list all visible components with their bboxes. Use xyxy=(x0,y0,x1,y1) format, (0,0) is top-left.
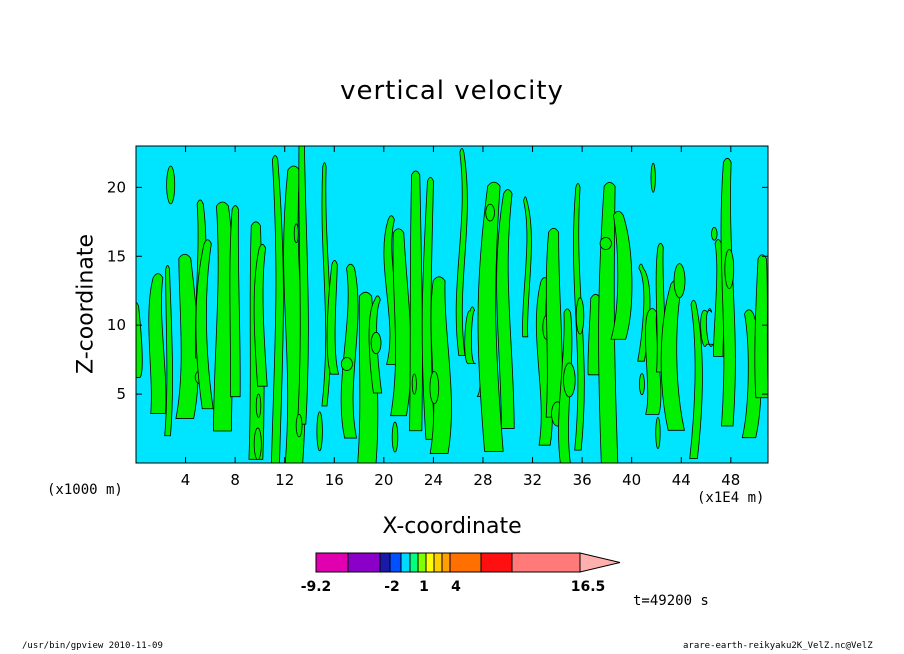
updraft-region xyxy=(253,243,268,387)
updraft-region xyxy=(229,205,241,398)
colorbar-label: -9.2 xyxy=(301,579,332,595)
colorbar-swatch xyxy=(433,552,443,573)
x-tick-label: 48 xyxy=(721,471,740,489)
updraft-blob xyxy=(599,237,612,250)
colorbar-swatch xyxy=(389,552,402,573)
y-tick-label: 10 xyxy=(107,316,126,334)
x-axis-label-text: X-coordinate xyxy=(382,514,522,539)
colorbar-swatch xyxy=(347,552,381,573)
updraft-blob xyxy=(650,162,656,193)
updraft-region xyxy=(326,260,340,375)
colorbar-swatch xyxy=(511,552,581,573)
y-tick-label: 5 xyxy=(116,385,126,403)
updraft-blob xyxy=(724,249,735,289)
y-axis-label: Z-coordinate xyxy=(73,234,99,374)
updraft-region xyxy=(477,181,504,452)
updraft-blob xyxy=(340,357,353,371)
colorbar-swatch xyxy=(400,552,411,573)
updraft-region xyxy=(522,196,532,338)
x-tick-label: 40 xyxy=(622,471,641,489)
colorbar-label: 1 xyxy=(419,579,429,595)
updraft-blob xyxy=(639,373,645,396)
updraft-blob xyxy=(295,413,303,438)
updraft-blob xyxy=(429,371,440,405)
updraft-region xyxy=(148,273,167,415)
x-tick-label: 24 xyxy=(424,471,443,489)
colorbar-swatch xyxy=(449,552,482,573)
colorbar-label: 4 xyxy=(451,579,461,595)
colorbar-label: 16.5 xyxy=(571,579,606,595)
updraft-blob xyxy=(673,263,686,299)
colorbar: -9.2 -2 1 4 16.5 xyxy=(301,552,621,595)
updraft-region xyxy=(700,308,714,347)
updraft-region xyxy=(455,148,468,356)
x-unit-right: (x1E4 m) xyxy=(697,490,765,506)
x-tick-label: 4 xyxy=(181,471,191,489)
updraft-region xyxy=(195,239,214,410)
updraft-blob xyxy=(563,362,576,398)
updraft-blob xyxy=(316,411,323,452)
updraft-region xyxy=(271,155,284,463)
updraft-blob xyxy=(711,227,718,241)
colorbar-swatch xyxy=(417,552,427,573)
plot-frame xyxy=(135,145,769,464)
updraft-region xyxy=(598,181,619,463)
x-tick-label: 8 xyxy=(230,471,240,489)
colorbar-swatch xyxy=(379,552,391,573)
time-label: t=49200 s xyxy=(633,593,709,609)
updraft-blob xyxy=(370,331,382,355)
x-axis-ticks: 4 8 12 16 20 24 28 32 36 40 44 48 xyxy=(181,146,740,489)
x-tick-label: 16 xyxy=(325,471,344,489)
updraft-blob xyxy=(655,416,661,450)
updraft-region xyxy=(164,265,173,437)
x-tick-label: 12 xyxy=(275,471,294,489)
updraft-blob xyxy=(485,203,495,222)
updraft-region xyxy=(720,157,736,427)
x-unit-left: (x1000 m) xyxy=(47,482,123,498)
colorbar-swatch xyxy=(441,552,451,573)
updraft-region xyxy=(645,308,662,415)
updraft-region xyxy=(496,189,515,429)
updraft-blob xyxy=(575,297,585,335)
updraft-regions xyxy=(136,146,768,463)
updraft-blob xyxy=(391,421,399,453)
updraft-region xyxy=(545,227,563,418)
updraft-region xyxy=(610,210,633,340)
updraft-blob xyxy=(255,393,262,418)
x-tick-label: 28 xyxy=(473,471,492,489)
footer-left: /usr/bin/gpview 2010-11-09 xyxy=(22,641,163,651)
colorbar-label: -2 xyxy=(384,579,400,595)
colorbar-swatch xyxy=(409,552,419,573)
updraft-region xyxy=(297,146,309,425)
updraft-region xyxy=(689,299,703,460)
colorbar-swatch xyxy=(425,552,435,573)
x-tick-label: 20 xyxy=(374,471,393,489)
x-axis-label: X-coordinate xyxy=(0,514,904,539)
colorbar-swatch xyxy=(315,552,349,573)
y-axis-ticks: 5 10 15 20 xyxy=(107,178,768,403)
updraft-blob xyxy=(411,373,417,395)
updraft-region xyxy=(754,254,768,399)
updraft-blob xyxy=(166,165,176,205)
updraft-blob xyxy=(253,427,262,461)
x-tick-label: 44 xyxy=(672,471,691,489)
x-tick-label: 36 xyxy=(573,471,592,489)
colorbar-extend-arrow xyxy=(579,552,621,573)
y-tick-label: 20 xyxy=(107,178,126,196)
colorbar-swatch xyxy=(480,552,513,573)
updraft-blob xyxy=(293,223,299,244)
chart-title: vertical velocity xyxy=(340,76,564,106)
updraft-region xyxy=(464,306,477,365)
x-tick-label: 32 xyxy=(523,471,542,489)
y-tick-label: 15 xyxy=(107,247,126,265)
footer-right: arare-earth-reikyaku2K_VelZ.nc@VelZ xyxy=(683,641,873,651)
